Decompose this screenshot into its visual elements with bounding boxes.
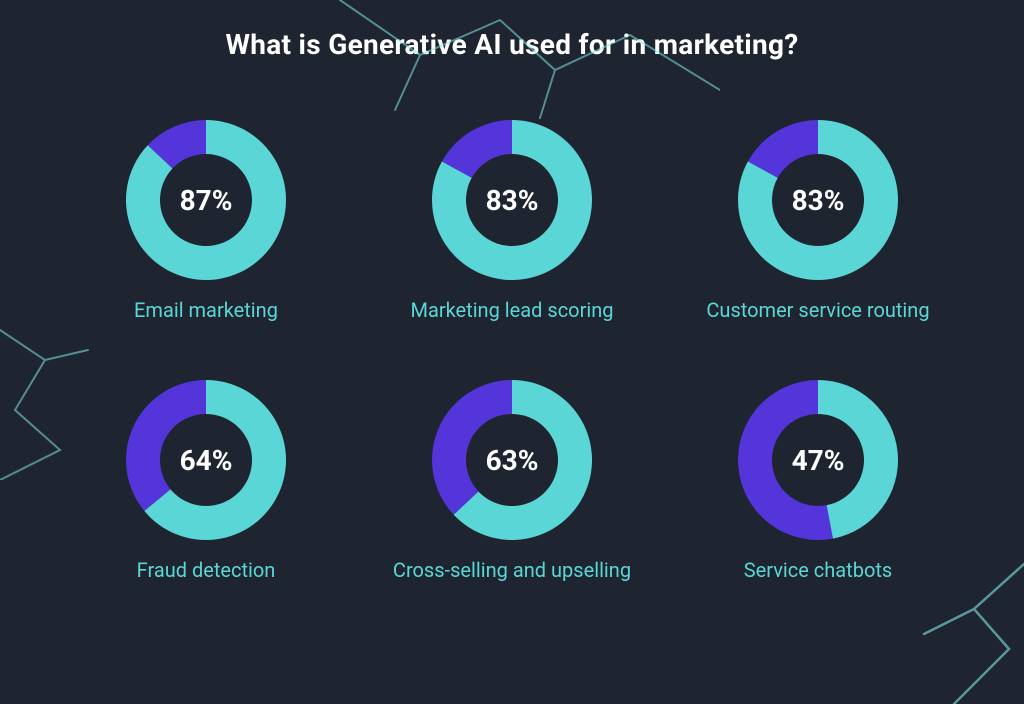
donut-label: Marketing lead scoring: [410, 298, 613, 322]
donut-5: 47%: [738, 380, 898, 540]
donut-0: 87%: [126, 120, 286, 280]
donut-label: Fraud detection: [137, 558, 276, 582]
donut-4: 63%: [432, 380, 592, 540]
donut-label: Cross-selling and upselling: [393, 558, 631, 582]
donut-grid: 87% Email marketing 83% Marketing lead s…: [0, 120, 1024, 582]
donut-1: 83%: [432, 120, 592, 280]
donut-label: Customer service routing: [706, 298, 929, 322]
donut-cell-4: 63% Cross-selling and upselling: [364, 380, 660, 582]
donut-pct: 47%: [738, 380, 898, 540]
donut-cell-2: 83% Customer service routing: [670, 120, 966, 322]
donut-pct: 83%: [738, 120, 898, 280]
donut-2: 83%: [738, 120, 898, 280]
donut-pct: 87%: [126, 120, 286, 280]
donut-cell-3: 64% Fraud detection: [58, 380, 354, 582]
donut-cell-5: 47% Service chatbots: [670, 380, 966, 582]
donut-pct: 64%: [126, 380, 286, 540]
donut-cell-0: 87% Email marketing: [58, 120, 354, 322]
donut-pct: 63%: [432, 380, 592, 540]
donut-cell-1: 83% Marketing lead scoring: [364, 120, 660, 322]
donut-label: Email marketing: [134, 298, 278, 322]
page-title: What is Generative AI used for in market…: [0, 0, 1024, 61]
donut-label: Service chatbots: [744, 558, 892, 582]
donut-3: 64%: [126, 380, 286, 540]
donut-pct: 83%: [432, 120, 592, 280]
